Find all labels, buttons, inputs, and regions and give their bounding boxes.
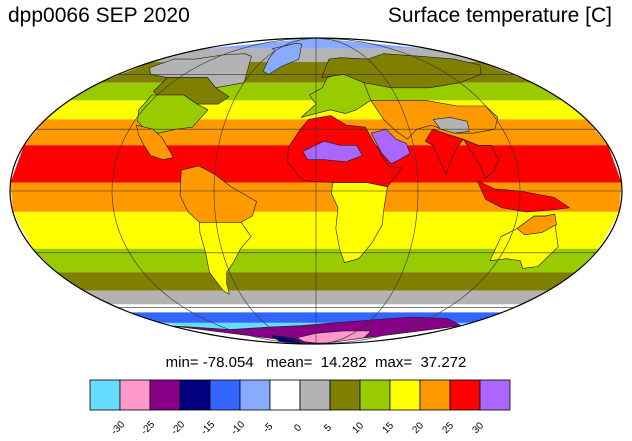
colorbar-swatch	[299, 379, 331, 411]
colorbar-tick-label: 10	[350, 420, 366, 436]
land-scandinavia-russia	[321, 53, 482, 89]
colorbar-swatch	[479, 379, 511, 411]
colorbar-swatch	[449, 379, 481, 411]
colorbar-tick-label: -10	[229, 419, 247, 437]
colorbar-swatch	[329, 379, 361, 411]
world-map	[9, 37, 623, 345]
land-north-america-north	[148, 53, 252, 89]
colorbar: -30 -25 -20 -15 -10 -5 0 5 10 15 20 25 30	[89, 379, 511, 437]
land-arabia	[370, 128, 411, 165]
mean-value: 14.282	[320, 354, 367, 371]
colorbar-tick-label: -15	[199, 419, 217, 437]
colorbar-tick-label: 15	[380, 420, 396, 436]
colorbar-swatch	[419, 379, 451, 411]
min-value: -78.054	[202, 354, 254, 371]
colorbar-tick-label: 30	[470, 420, 486, 436]
colorbar-swatch	[89, 379, 121, 411]
land-north-america-mid	[153, 77, 230, 105]
colorbar-swatch	[389, 379, 421, 411]
land-africa-south	[330, 182, 388, 263]
globe-outline	[9, 37, 623, 345]
colorbar-swatch	[119, 379, 151, 411]
colorbar-tick-label: -5	[261, 421, 275, 435]
colorbar-swatch	[179, 379, 211, 411]
colorbar-swatch	[149, 379, 181, 411]
colorbar-tick-label: 20	[410, 420, 426, 436]
land-australia-north	[516, 213, 557, 235]
max-label: max=	[375, 354, 413, 371]
run-title: dpp0066 SEP 2020	[8, 4, 190, 27]
map-fill-group	[10, 38, 622, 344]
colorbar-tick-label: 5	[322, 422, 334, 434]
colorbar-swatch	[239, 379, 271, 411]
land-mexico	[136, 124, 174, 160]
variable-title: Surface temperature [C]	[387, 4, 612, 27]
mean-label: mean=	[266, 354, 313, 371]
statistics-line: min= -78.054 mean= 14.282 max= 37.272	[0, 354, 632, 371]
land-south-america-south	[199, 222, 252, 295]
colorbar-swatch	[209, 379, 241, 411]
colorbar-swatch	[269, 379, 301, 411]
colorbar-tick-label: -20	[169, 419, 187, 437]
land-southeast-asia	[462, 138, 500, 179]
max-value: 37.272	[420, 354, 467, 371]
colorbar-swatch	[359, 379, 391, 411]
colorbar-tick-label: -30	[109, 419, 127, 437]
min-label: min=	[165, 354, 199, 371]
colorbar-tick-label: 0	[292, 422, 304, 434]
colorbar-tick-label: 25	[440, 420, 456, 436]
colorbar-tick-label: -25	[139, 419, 157, 437]
land-south-america-north	[179, 165, 257, 223]
land-indonesia	[476, 180, 570, 213]
land-greenland	[262, 42, 302, 75]
land-sahara-hot	[302, 140, 363, 163]
land-india	[424, 128, 464, 175]
